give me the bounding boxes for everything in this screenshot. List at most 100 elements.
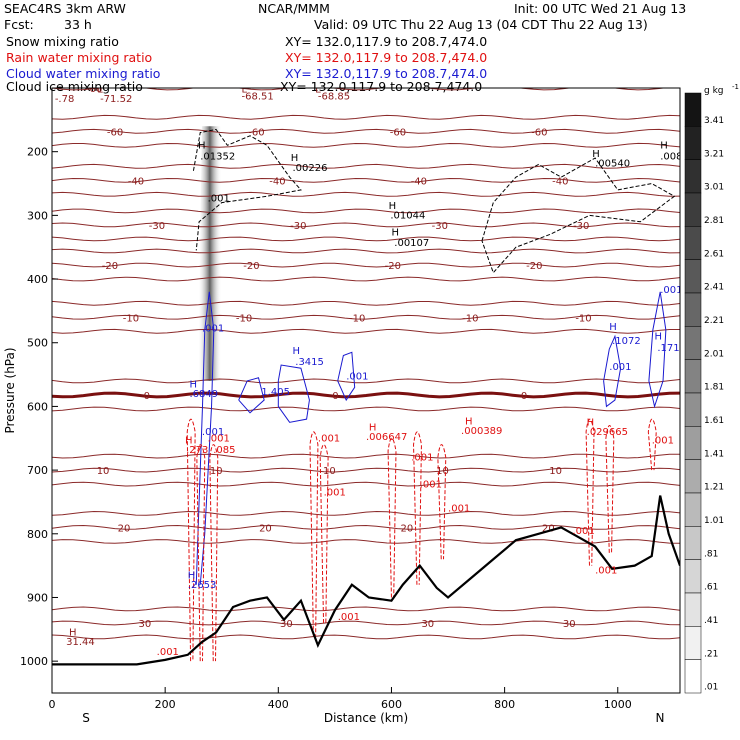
y-tick-label: 1000 bbox=[20, 655, 48, 668]
isotherm-label: 30 bbox=[421, 619, 434, 630]
contour-annotation: -.78 bbox=[55, 94, 75, 105]
isotherm-label: 30 bbox=[563, 619, 576, 630]
y-tick-label: 400 bbox=[27, 273, 48, 286]
contour-annotation: L bbox=[242, 84, 248, 95]
isotherm-label: -60 bbox=[248, 127, 264, 138]
isotherm-label: 20 bbox=[401, 523, 414, 534]
isotherm--60-1 bbox=[52, 128, 680, 134]
isotherm-label: 10 bbox=[97, 466, 110, 477]
rain-contour-5 bbox=[387, 437, 397, 598]
isotherm-30-1 bbox=[52, 620, 680, 626]
contour-annotation: .0088 bbox=[660, 151, 689, 162]
y-tick-label: 900 bbox=[27, 591, 48, 604]
contour-annotation: H bbox=[189, 379, 197, 390]
colorbar-swatch bbox=[684, 159, 702, 194]
org-name: NCAR/MMM bbox=[258, 1, 330, 16]
colorbar-label: 1.41 bbox=[704, 449, 724, 459]
colorbar-label: 1.01 bbox=[704, 516, 724, 526]
contour-annotation: H bbox=[592, 149, 600, 160]
contour-annotation: .001 bbox=[338, 612, 360, 623]
isotherm-label: -60 bbox=[531, 127, 547, 138]
isotherm--40-0 bbox=[52, 163, 680, 169]
contour-annotation: .6849 bbox=[189, 389, 218, 400]
contour-annotation: H bbox=[188, 570, 196, 581]
contour-annotation: .029665 bbox=[587, 427, 628, 438]
isotherm--66-0 bbox=[52, 88, 668, 91]
contour-annotation: .001 bbox=[157, 647, 179, 658]
rain-contour-10 bbox=[647, 418, 657, 471]
contour-annotation: .001 bbox=[324, 488, 346, 499]
isotherm-label: 30 bbox=[280, 619, 293, 630]
x-tick-label: 0 bbox=[49, 698, 56, 711]
contour-annotation: .001 bbox=[448, 504, 470, 515]
isotherm-label: -10 bbox=[575, 313, 591, 324]
colorbar-unit-exponent: -1 bbox=[732, 83, 739, 91]
contour-annotation: .00540 bbox=[595, 158, 630, 169]
colorbar-label: 2.21 bbox=[704, 316, 724, 326]
legend-cloud-ice-xy: XY= 132.0,117.9 to 208.7,474.0 bbox=[280, 79, 483, 94]
x-axis-label: Distance (km) bbox=[324, 711, 408, 725]
x-tick-label: 600 bbox=[381, 698, 402, 711]
colorbar-swatch bbox=[684, 626, 702, 660]
x-tick-label: 800 bbox=[494, 698, 515, 711]
rain-contour-8 bbox=[585, 418, 595, 566]
contour-annotation: .001 bbox=[420, 479, 442, 490]
colorbar-label: 1.81 bbox=[704, 383, 724, 393]
isotherm-label: 0 bbox=[332, 391, 338, 402]
isotherm-label: 20 bbox=[259, 523, 272, 534]
isotherm-label: -40 bbox=[552, 176, 568, 187]
colorbar-swatch bbox=[684, 426, 702, 460]
colorbar-swatch bbox=[684, 226, 702, 260]
contour-annotation: -68.85 bbox=[318, 91, 350, 102]
isotherm-label: 10 bbox=[323, 466, 336, 477]
rain-contour-3 bbox=[309, 431, 319, 636]
legend-snow-xy: XY= 132.0,117.9 to 208.7,474.0 bbox=[285, 34, 488, 49]
y-tick-label: 200 bbox=[27, 146, 48, 159]
contour-annotation: .001 bbox=[202, 323, 224, 334]
cloud-water-contour-4 bbox=[648, 291, 667, 409]
contour-annotation: L bbox=[315, 84, 321, 95]
colorbar-label: .01 bbox=[704, 683, 718, 693]
cloud-water-contour-1 bbox=[277, 364, 310, 423]
isotherm--60-0 bbox=[52, 114, 680, 120]
isotherm-20-0 bbox=[52, 510, 680, 516]
isotherm-label: -60 bbox=[390, 127, 406, 138]
isotherm-20-2 bbox=[52, 539, 680, 544]
y-tick-label: 600 bbox=[27, 400, 48, 413]
isotherm--30-0 bbox=[52, 208, 680, 214]
contour-annotation: .01352 bbox=[200, 151, 235, 162]
contour-annotation: .01044 bbox=[390, 211, 425, 222]
contour-annotation: .001 bbox=[573, 526, 595, 537]
colorbar-swatch bbox=[684, 526, 702, 560]
colorbar-label: 2.01 bbox=[704, 349, 724, 359]
contour-annotation: .273 bbox=[186, 445, 208, 456]
contour-annotation: L bbox=[97, 84, 103, 95]
isotherm-20-1 bbox=[52, 524, 680, 530]
colorbar-unit: g kg bbox=[704, 86, 724, 96]
y-tick-label: 300 bbox=[27, 209, 48, 222]
endpoint-north: N bbox=[656, 711, 665, 725]
isotherm-label: -66 bbox=[86, 84, 102, 95]
colorbar-swatch bbox=[684, 359, 702, 394]
valid-time: Valid: 09 UTC Thu 22 Aug 13 (04 CDT Thu … bbox=[314, 17, 648, 32]
isotherm-label: 10 bbox=[549, 466, 562, 477]
colorbar-label: 3.21 bbox=[704, 149, 724, 159]
isotherm--20-0 bbox=[52, 248, 680, 254]
x-tick-label: 200 bbox=[155, 698, 176, 711]
isotherm-label: -20 bbox=[526, 261, 542, 272]
contour-annotation: .001 bbox=[652, 435, 674, 446]
isotherm--60-2 bbox=[52, 142, 680, 148]
contour-annotation: H bbox=[69, 628, 77, 639]
contour-annotation: .1072 bbox=[612, 336, 641, 347]
contour-annotation: H bbox=[609, 322, 617, 333]
isotherm-0-2 bbox=[52, 406, 680, 412]
rain-contour-9 bbox=[605, 425, 615, 553]
isotherm--10-1 bbox=[52, 314, 680, 320]
x-tick-label: 1000 bbox=[604, 698, 632, 711]
contour-annotation: .001 bbox=[208, 433, 230, 444]
isotherm-label: -20 bbox=[102, 261, 118, 272]
rain-contour-2 bbox=[209, 444, 219, 662]
colorbar-swatch bbox=[684, 592, 702, 627]
isotherm-label: -40 bbox=[411, 176, 427, 187]
contour-annotation: -71.52 bbox=[100, 94, 132, 105]
